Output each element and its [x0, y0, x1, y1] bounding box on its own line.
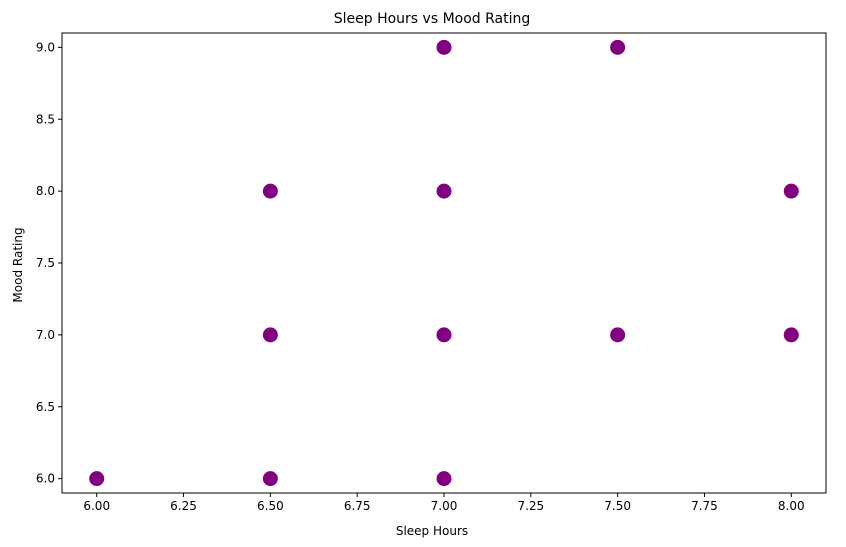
y-tick-label: 6.5 [36, 400, 55, 414]
x-tick-label: 6.50 [257, 499, 284, 513]
x-tick-label: 7.75 [691, 499, 718, 513]
y-tick-label: 8.5 [36, 112, 55, 126]
y-axis-label: Mood Rating [11, 227, 25, 302]
x-tick-label: 7.50 [604, 499, 631, 513]
y-tick-label: 9.0 [36, 40, 55, 54]
data-point [436, 471, 452, 487]
data-point [783, 183, 799, 199]
y-tick-label: 8.0 [36, 184, 55, 198]
y-tick-label: 7.0 [36, 328, 55, 342]
data-point [262, 183, 278, 199]
data-point [436, 327, 452, 343]
y-tick-label: 7.5 [36, 256, 55, 270]
x-tick-label: 6.25 [170, 499, 197, 513]
y-tick-label: 6.0 [36, 472, 55, 486]
x-tick-label: 8.00 [778, 499, 805, 513]
data-point [262, 471, 278, 487]
data-point [610, 327, 626, 343]
x-tick-label: 7.25 [517, 499, 544, 513]
x-tick-label: 7.00 [431, 499, 458, 513]
data-point [610, 39, 626, 55]
x-axis-label: Sleep Hours [396, 524, 468, 538]
data-point [89, 471, 105, 487]
data-point [436, 39, 452, 55]
x-tick-label: 6.75 [344, 499, 371, 513]
plot-frame [61, 32, 827, 494]
data-point [436, 183, 452, 199]
x-tick-label: 6.00 [83, 499, 110, 513]
data-point [262, 327, 278, 343]
plot-area: 6.00 6.25 6.50 6.75 7.00 7.25 7.50 7.75 8.00 6.0 6… [36, 32, 827, 513]
chart-title: Sleep Hours vs Mood Rating [334, 11, 531, 27]
data-point [783, 327, 799, 343]
